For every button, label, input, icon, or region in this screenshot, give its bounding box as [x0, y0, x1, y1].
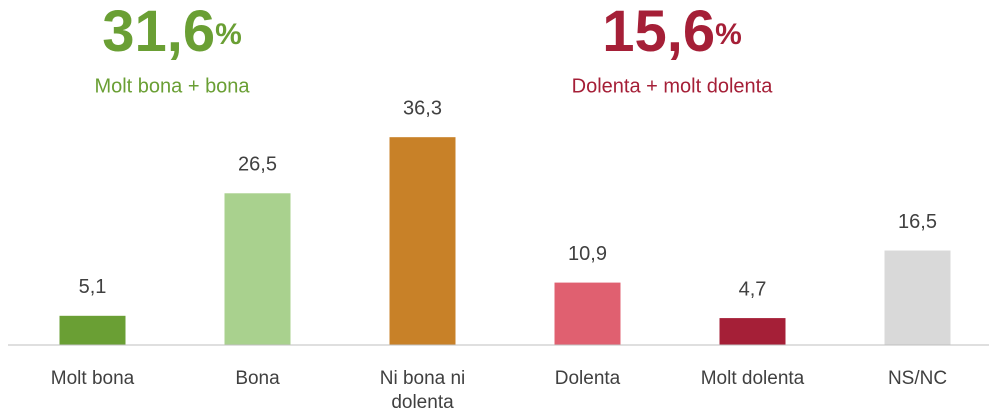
annotation-text: Molt bona + bona	[94, 75, 250, 97]
bar	[224, 193, 291, 345]
bar	[389, 137, 456, 345]
annotation-number: 15,6	[602, 0, 715, 64]
x-tick-label: Ni bona ni dolenta	[379, 368, 466, 413]
annotation-unit: %	[215, 18, 242, 51]
bar	[554, 282, 621, 345]
data-label: 4,7	[739, 278, 767, 300]
annotation-value: 31,6%	[102, 0, 242, 64]
annotation-text: Dolenta + molt dolenta	[572, 75, 774, 97]
x-tick-label: Dolenta	[554, 368, 621, 389]
bar	[59, 315, 126, 345]
data-label: 26,5	[238, 154, 277, 176]
data-label: 5,1	[79, 276, 107, 298]
annotation-number: 31,6	[102, 0, 215, 64]
data-label: 10,9	[568, 243, 607, 265]
x-tick-label: NS/NC	[887, 368, 948, 389]
x-tick-label: Bona	[235, 368, 280, 389]
annotation-unit: %	[715, 18, 742, 51]
x-tick-label: Molt bona	[50, 368, 135, 389]
data-label: 16,5	[898, 211, 937, 233]
bar	[884, 250, 951, 345]
annotation-value: 15,6%	[602, 0, 742, 64]
bar	[719, 318, 786, 345]
x-tick-label: Molt dolenta	[700, 368, 805, 389]
data-label: 36,3	[403, 97, 442, 119]
